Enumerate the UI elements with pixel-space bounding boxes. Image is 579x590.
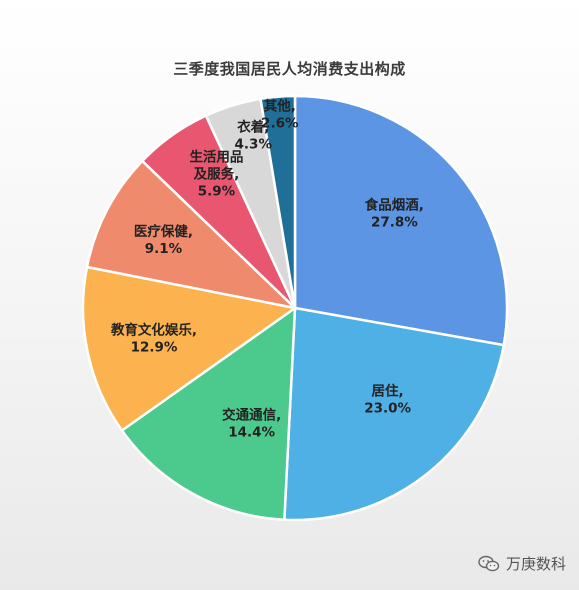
pie-label-3: 交通通信, 14.4% bbox=[222, 407, 281, 441]
pie-slice-2 bbox=[283, 306, 506, 522]
pie-slice-5 bbox=[85, 159, 299, 311]
pie-label-5: 医疗保健, 9.1% bbox=[134, 223, 193, 257]
pie-slice-4 bbox=[81, 265, 299, 433]
pie-label-1: 食品烟酒, 27.8% bbox=[365, 197, 424, 231]
pie-label-6: 生活用品及服务, 5.9% bbox=[189, 149, 243, 200]
watermark: 万庚数科 bbox=[478, 553, 566, 574]
pie-slice-1 bbox=[293, 94, 509, 347]
chart-title: 三季度我国居民人均消费支出构成 bbox=[173, 60, 406, 78]
pie-label-7: 衣着, 4.3% bbox=[235, 118, 273, 152]
wechat-icon bbox=[478, 555, 500, 571]
pie-label-2: 居住, 23.0% bbox=[364, 383, 411, 417]
watermark-text: 万庚数科 bbox=[506, 555, 567, 573]
pie-label-4: 教育文化娱乐, 12.9% bbox=[111, 322, 197, 356]
pie-slice-3 bbox=[120, 305, 297, 522]
pie-label-8: 其他, 2.6% bbox=[261, 98, 299, 132]
pie-slice-8 bbox=[259, 94, 297, 309]
